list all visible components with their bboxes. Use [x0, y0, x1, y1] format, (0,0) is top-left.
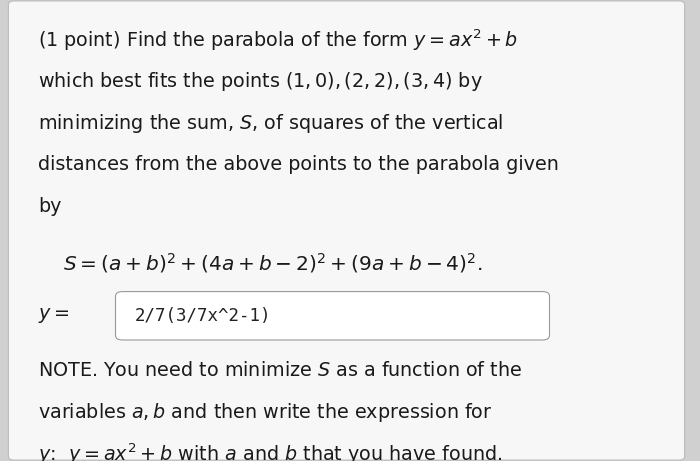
Text: (1 point) Find the parabola of the form $y = ax^2 + b$: (1 point) Find the parabola of the form …	[38, 28, 519, 53]
Text: $y$:  $y = ax^2 + b$ with $a$ and $b$ that you have found.: $y$: $y = ax^2 + b$ with $a$ and $b$ tha…	[38, 442, 503, 461]
Text: which best fits the points $(1, 0), (2, 2), (3, 4)$ by: which best fits the points $(1, 0), (2, …	[38, 70, 484, 93]
Text: variables $a, b$ and then write the expression for: variables $a, b$ and then write the expr…	[38, 401, 493, 424]
Text: NOTE. You need to minimize $S$ as a function of the: NOTE. You need to minimize $S$ as a func…	[38, 361, 523, 380]
Text: $S = (a + b)^2 + (4a + b - 2)^2 + (9a + b - 4)^2.$: $S = (a + b)^2 + (4a + b - 2)^2 + (9a + …	[63, 251, 482, 275]
Text: 2/7(3/7x^2-1): 2/7(3/7x^2-1)	[135, 307, 272, 325]
Text: distances from the above points to the parabola given: distances from the above points to the p…	[38, 155, 559, 174]
FancyBboxPatch shape	[116, 292, 550, 340]
Text: $y = $: $y = $	[38, 306, 70, 325]
Text: minimizing the sum, $S$, of squares of the vertical: minimizing the sum, $S$, of squares of t…	[38, 112, 504, 136]
Text: by: by	[38, 197, 62, 216]
FancyBboxPatch shape	[8, 1, 685, 460]
